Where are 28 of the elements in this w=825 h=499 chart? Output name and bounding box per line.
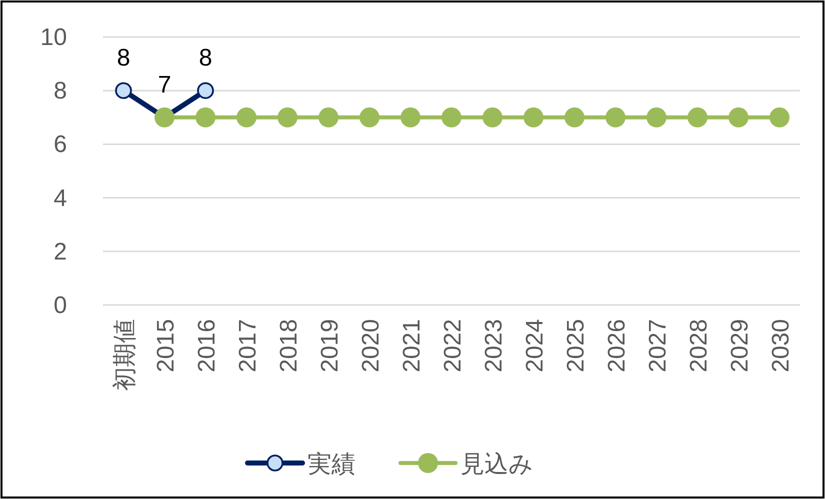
x-tick-label: 2029	[726, 319, 754, 372]
x-tick-label: 2026	[604, 319, 630, 372]
y-tick-label: 4	[54, 184, 67, 212]
x-tick-label: 2025	[562, 319, 590, 372]
data-label: 8	[198, 44, 212, 72]
x-tick-label: 2016	[194, 319, 220, 372]
y-tick-label: 8	[54, 78, 67, 105]
x-tick-label: 2015	[152, 319, 180, 372]
x-tick-label: 2023	[480, 319, 508, 372]
x-tick-label: 初期値	[112, 319, 138, 391]
x-tick-label: 2024	[522, 319, 548, 372]
x-tick-label: 2021	[398, 319, 426, 372]
x-tick-label: 2020	[358, 319, 384, 372]
x-tick-label: 2017	[234, 319, 262, 372]
legend-label: 実績	[308, 451, 356, 478]
data-label: 8	[116, 44, 130, 72]
x-tick-label: 2019	[316, 319, 344, 372]
y-tick-label: 0	[54, 292, 67, 319]
legend-label: 見込み	[460, 451, 534, 478]
x-tick-label: 2030	[768, 319, 794, 372]
x-tick-label: 2028	[686, 319, 712, 372]
y-tick-label: 6	[54, 131, 67, 158]
y-tick-label: 10	[40, 24, 67, 51]
x-tick-label: 2018	[276, 319, 302, 372]
x-tick-label: 2022	[440, 319, 466, 372]
x-tick-label: 2027	[644, 319, 672, 372]
y-tick-label: 2	[54, 238, 67, 266]
data-label: 7	[158, 71, 172, 98]
